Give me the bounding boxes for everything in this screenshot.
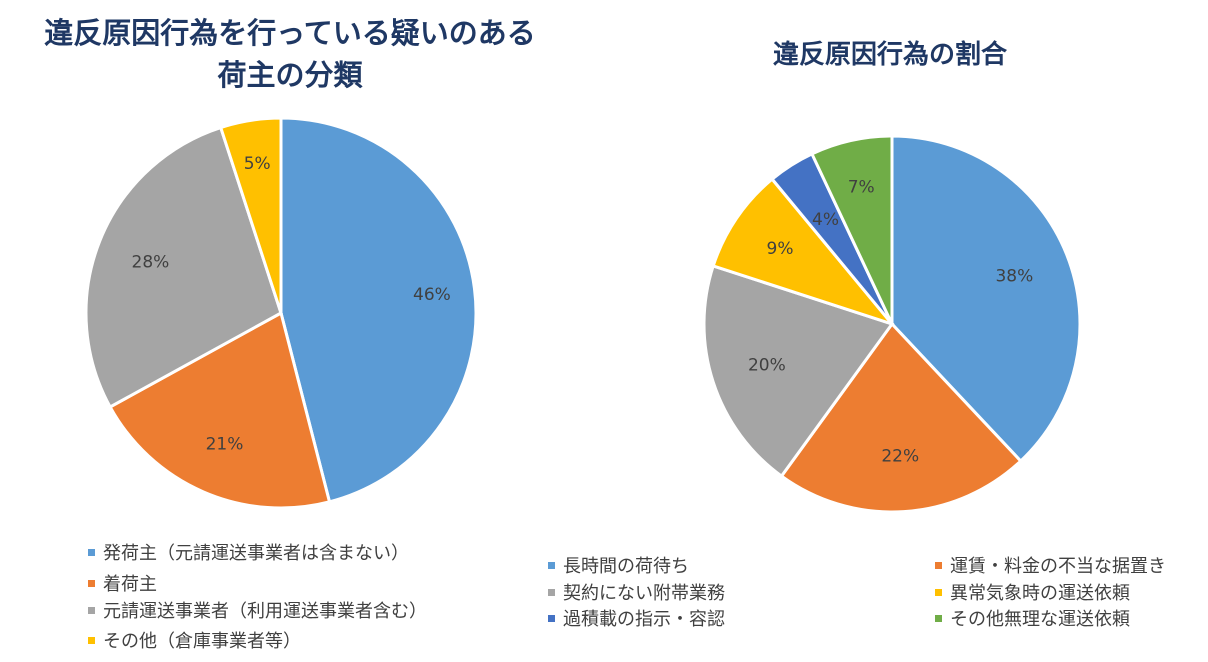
legend-label: 異常気象時の運送依頼: [950, 583, 1130, 604]
pie2-slice-3: [702, 264, 895, 479]
legend-label: 過積載の指示・容認: [563, 609, 725, 630]
legend-label: その他無理な運送依頼: [950, 609, 1130, 630]
pie2-data-label-1: 38%: [995, 267, 1033, 287]
pie2-slice-1: [890, 134, 1082, 464]
pie2-legend-item-2: 運賃・料金の不当な据置き: [935, 556, 1166, 578]
pie2-data-label-6: 7%: [848, 177, 875, 197]
pie2-data-label-4: 9%: [767, 239, 794, 259]
pie2-slice-4: [711, 177, 897, 328]
pie1-legend-item-2: 着荷主: [88, 574, 157, 596]
pie1-data-label-1: 46%: [413, 285, 451, 305]
legend-swatch-icon: [935, 561, 942, 569]
pie1-slice-4: [218, 116, 283, 314]
pie1-legend-item-1: 発荷主（元請運送事業者は含まない）: [88, 543, 409, 565]
legend-label: 契約にない附帯業務: [563, 583, 725, 604]
legend-label: 運賃・料金の不当な据置き: [950, 556, 1166, 577]
legend-label: その他（倉庫事業者等）: [103, 631, 301, 652]
chart-title-left-line1: 違反原因行為を行っている疑いのある: [44, 16, 536, 50]
pie1-data-label-4: 5%: [244, 154, 271, 174]
pie2-slice-2: [779, 321, 1023, 514]
legend-swatch-icon: [88, 579, 95, 587]
pie2-data-label-5: 4%: [812, 210, 839, 230]
pie1-legend-item-4: その他（倉庫事業者等）: [88, 631, 301, 653]
pie1-data-label-3: 28%: [132, 252, 170, 272]
chart-title-left-line2: 荷主の分類: [217, 58, 363, 92]
legend-swatch-icon: [88, 548, 95, 556]
pie2-data-label-3: 20%: [748, 356, 786, 376]
legend-swatch-icon: [88, 606, 95, 614]
pie2-slice-6: [809, 134, 894, 325]
pie1-slice-2: [108, 310, 332, 510]
pie2-legend-item-1: 長時間の荷待ち: [548, 556, 689, 578]
chart-title-left: 違反原因行為を行っている疑いのある 荷主の分類: [20, 12, 560, 96]
legend-label: 発荷主（元請運送事業者は含まない）: [103, 543, 409, 564]
chart-title-right-line1: 違反原因行為の割合: [772, 40, 1007, 70]
legend-swatch-icon: [935, 614, 942, 622]
legend-swatch-icon: [548, 614, 555, 622]
legend-swatch-icon: [88, 636, 95, 644]
legend-swatch-icon: [548, 561, 555, 569]
legend-swatch-icon: [548, 588, 555, 596]
legend-label: 長時間の荷待ち: [563, 556, 689, 577]
pie2-data-label-2: 22%: [881, 446, 919, 466]
pie2-legend-item-5: 過積載の指示・容認: [548, 609, 725, 631]
pie1-slice-3: [84, 125, 283, 409]
chart-title-right: 違反原因行為の割合: [640, 38, 1140, 72]
pie1-legend-item-3: 元請運送事業者（利用運送事業者含む）: [88, 601, 427, 623]
pie1-slice-1: [279, 116, 478, 504]
pie2-legend-item-6: その他無理な運送依頼: [935, 609, 1130, 631]
legend-label: 着荷主: [103, 574, 157, 595]
legend-swatch-icon: [935, 588, 942, 596]
pie2-legend-item-4: 異常気象時の運送依頼: [935, 583, 1130, 605]
legend-label: 元請運送事業者（利用運送事業者含む）: [103, 601, 427, 622]
pie2-legend-item-3: 契約にない附帯業務: [548, 583, 725, 605]
pie1-data-label-2: 21%: [206, 435, 244, 455]
